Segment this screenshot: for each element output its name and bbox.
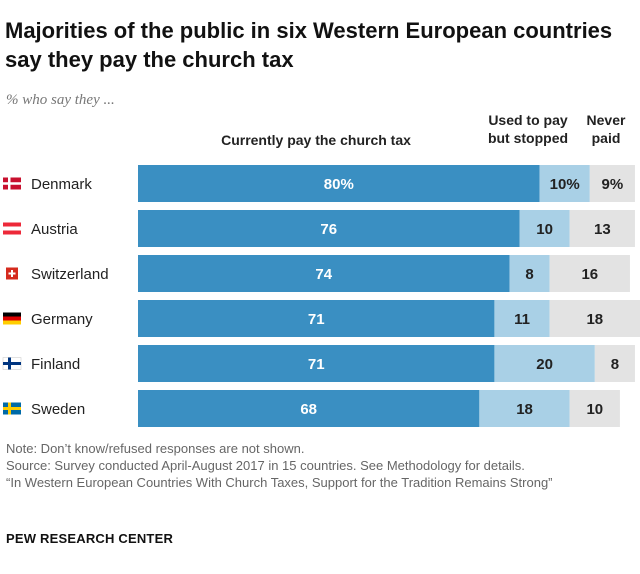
- bar-finland-used-to-pay-but-stopped: [494, 345, 595, 382]
- flag-denmark-icon: [3, 177, 21, 190]
- bar-finland-currently-pay-the-church-tax: [138, 345, 495, 382]
- header-used-to-pay-line1: Used to pay: [488, 112, 568, 128]
- bar-switzerland-currently-pay-the-church-tax: [138, 255, 510, 292]
- bar-sweden-used-to-pay-but-stopped: [479, 390, 570, 427]
- data-label-switzerland-never-paid: 16: [581, 266, 598, 283]
- bar-austria-never-paid: [569, 210, 635, 247]
- data-label-germany-currently-pay-the-church-tax: 71: [308, 311, 325, 328]
- header-never-paid-line1: Never: [586, 112, 626, 128]
- country-label-finland: Finland: [31, 356, 80, 373]
- flag-sweden-icon: [3, 402, 21, 415]
- note-text: Note: Don’t know/refused responses are n…: [6, 441, 305, 456]
- chart-subtitle: % who say they ...: [6, 92, 115, 108]
- bar-germany-never-paid: [549, 300, 640, 337]
- source-text: Source: Survey conducted April-August 20…: [6, 458, 525, 473]
- data-label-austria-never-paid: 13: [594, 221, 611, 238]
- data-label-germany-used-to-pay-but-stopped: 11: [514, 311, 530, 328]
- country-label-denmark: Denmark: [31, 176, 92, 193]
- flag-finland-icon-cross-h: [3, 362, 21, 365]
- bar-finland-never-paid: [594, 345, 635, 382]
- bar-austria-used-to-pay-but-stopped: [519, 210, 570, 247]
- bar-germany-used-to-pay-but-stopped: [494, 300, 550, 337]
- flag-switzerland-icon-cross-h: [8, 272, 16, 275]
- data-label-denmark-used-to-pay-but-stopped: 10%: [550, 176, 580, 193]
- bar-germany-currently-pay-the-church-tax: [138, 300, 495, 337]
- flag-germany-icon-band-mid: [3, 316, 21, 321]
- flag-denmark-icon-cross-h: [3, 182, 21, 185]
- flag-sweden-icon-cross-h: [3, 407, 21, 410]
- flag-finland-icon: [2, 357, 22, 370]
- report-title: “In Western European Countries With Chur…: [6, 475, 553, 490]
- data-label-denmark-currently-pay-the-church-tax: 80%: [324, 176, 354, 193]
- stacked-bar-chart: Denmark 80% 10% 9% Austria 76 10 13 Switzerland 7…: [2, 165, 640, 427]
- header-used-to-pay: Used to pay but stopped: [468, 111, 588, 147]
- bar-denmark-currently-pay-the-church-tax: [138, 165, 540, 202]
- data-label-sweden-used-to-pay-but-stopped: 18: [516, 401, 533, 418]
- flag-germany-icon: [3, 312, 21, 325]
- bar-denmark-used-to-pay-but-stopped: [539, 165, 590, 202]
- data-label-sweden-never-paid: 10: [586, 401, 603, 418]
- bar-denmark-never-paid: [589, 165, 635, 202]
- flag-germany-icon-band-top: [3, 312, 21, 317]
- chart-title: Majorities of the public in six Western …: [5, 18, 613, 72]
- data-label-germany-never-paid: 18: [586, 311, 603, 328]
- flag-switzerland-icon: [6, 267, 18, 280]
- data-label-austria-used-to-pay-but-stopped: 10: [536, 221, 553, 238]
- pew-logo-text: PEW RESEARCH CENTER: [6, 531, 174, 546]
- data-label-denmark-never-paid: 9%: [602, 176, 624, 193]
- bar-switzerland-used-to-pay-but-stopped: [509, 255, 550, 292]
- data-label-finland-currently-pay-the-church-tax: 71: [308, 356, 325, 373]
- flag-germany-icon-band-bottom: [3, 320, 21, 325]
- bar-sweden-currently-pay-the-church-tax: [138, 390, 480, 427]
- data-label-finland-never-paid: 8: [611, 356, 619, 373]
- data-label-sweden-currently-pay-the-church-tax: 68: [300, 401, 317, 418]
- header-used-to-pay-line2: but stopped: [487, 130, 569, 146]
- bar-austria-currently-pay-the-church-tax: [138, 210, 520, 247]
- flag-austria-icon-band: [3, 226, 21, 231]
- country-label-austria: Austria: [31, 221, 78, 238]
- notes: Note: Don’t know/refused responses are n…: [6, 440, 626, 491]
- flag-austria-icon: [3, 222, 21, 235]
- country-label-sweden: Sweden: [31, 401, 85, 418]
- bar-switzerland-never-paid: [549, 255, 630, 292]
- data-label-finland-used-to-pay-but-stopped: 20: [536, 356, 553, 373]
- data-label-austria-currently-pay-the-church-tax: 76: [320, 221, 337, 238]
- country-label-switzerland: Switzerland: [31, 266, 109, 283]
- country-label-germany: Germany: [31, 311, 93, 328]
- data-label-switzerland-currently-pay-the-church-tax: 74: [315, 266, 332, 283]
- header-never-paid: Never paid: [578, 111, 634, 147]
- header-never-paid-line2: paid: [591, 130, 621, 146]
- header-currently-pay: Currently pay the church tax: [221, 132, 411, 148]
- bar-sweden-never-paid: [569, 390, 620, 427]
- data-label-switzerland-used-to-pay-but-stopped: 8: [525, 266, 533, 283]
